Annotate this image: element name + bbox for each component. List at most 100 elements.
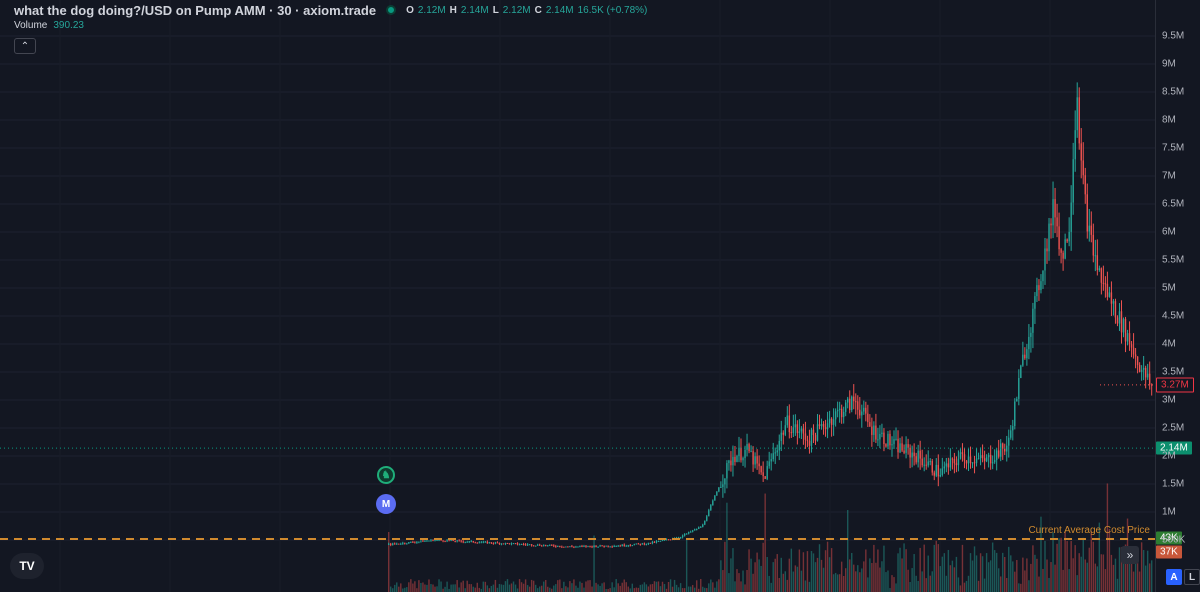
candle-body <box>587 545 589 547</box>
candle-body <box>583 545 585 547</box>
volume-label[interactable]: Volume <box>14 20 48 31</box>
volume-bar <box>603 582 605 592</box>
chart-area[interactable] <box>0 0 1155 592</box>
candle-body <box>909 447 911 458</box>
candle-body <box>816 424 819 441</box>
candle-body <box>392 543 394 545</box>
volume-bar <box>400 583 402 592</box>
migration-marker[interactable]: M <box>376 494 396 514</box>
price-axis[interactable]: 3.27M 2.14M 43K 37K 9.5M 9M 8.5M 8M 7.5M 7M 6.… <box>1155 0 1200 592</box>
volume-bar <box>627 586 629 592</box>
volume-bar <box>506 579 509 592</box>
candle-body <box>877 439 879 441</box>
candle-body <box>826 423 829 430</box>
volume-bar <box>597 584 599 592</box>
volume-bar <box>937 544 940 592</box>
candle-body <box>883 432 885 445</box>
volume-bar <box>1028 580 1030 592</box>
volume-bar <box>1118 547 1121 592</box>
volume-bar <box>673 579 676 592</box>
candle-body <box>728 460 730 464</box>
candle-body <box>977 458 980 460</box>
candle-body <box>893 439 895 445</box>
candle-body <box>1018 377 1020 399</box>
candle-body <box>913 452 915 457</box>
candlestick-chart[interactable] <box>0 0 1155 592</box>
auto-scale-button[interactable]: A <box>1166 569 1182 585</box>
symbol-title[interactable]: what the dog doing?/USD on Pump AMM · 30… <box>14 2 377 18</box>
candle-body <box>1082 160 1084 176</box>
candle-body <box>694 529 696 531</box>
volume-bar <box>659 586 662 592</box>
candle-body <box>834 411 837 420</box>
candle-body <box>442 540 444 542</box>
candle-body <box>528 544 531 546</box>
volume-bar <box>955 556 958 592</box>
candle-body <box>563 546 565 548</box>
volume-bar <box>981 556 984 592</box>
volume-bar <box>653 581 656 592</box>
candle-body <box>748 444 750 452</box>
volume-bar <box>933 544 935 592</box>
volume-bar <box>484 581 487 592</box>
log-scale-button[interactable]: L <box>1184 569 1200 585</box>
volume-bar <box>901 558 903 592</box>
volume-bar <box>1044 540 1046 592</box>
trade-badge-icon[interactable]: ♞ <box>377 466 395 484</box>
volume-bar <box>631 583 634 592</box>
green-position-tag: 43K <box>1156 531 1182 545</box>
candle-body <box>1118 311 1121 324</box>
volume-bar <box>1140 542 1143 592</box>
candle-body <box>714 495 716 501</box>
volume-bar <box>655 581 658 592</box>
volume-bar <box>639 584 642 592</box>
candle-body <box>394 543 396 545</box>
volume-bar <box>792 571 795 592</box>
candle-body <box>472 541 474 543</box>
tradingview-logo[interactable]: TV <box>10 553 44 579</box>
candle-body <box>603 546 605 548</box>
volume-bar <box>931 571 933 592</box>
candle-body <box>665 539 668 541</box>
volume-bar <box>587 580 589 592</box>
volume-bar <box>422 582 424 592</box>
volume-legend: Volume 390.23 <box>14 20 84 31</box>
volume-bar <box>1052 532 1054 592</box>
volume-bar <box>647 586 650 592</box>
candle-body <box>963 454 966 461</box>
candle-body <box>959 452 962 459</box>
candle-body <box>520 543 523 545</box>
candle-body <box>545 545 547 547</box>
volume-bar <box>683 588 686 592</box>
scroll-to-realtime-button[interactable]: » <box>1121 546 1139 564</box>
volume-bar <box>738 573 740 592</box>
candle-body <box>971 462 974 464</box>
collapse-legend-button[interactable]: ⌃ <box>14 38 36 54</box>
candle-body <box>788 415 791 433</box>
candle-body <box>794 424 797 428</box>
candle-body <box>577 546 579 548</box>
volume-bar <box>742 570 744 592</box>
volume-bar <box>859 572 861 592</box>
candle-body <box>601 545 603 547</box>
volume-bar <box>1122 554 1125 592</box>
volume-bar <box>820 559 823 592</box>
candle-body <box>522 543 525 545</box>
volume-bar <box>993 550 996 592</box>
volume-bar <box>1144 565 1147 592</box>
volume-bar <box>824 550 827 592</box>
candle-body <box>724 478 726 485</box>
candle-body <box>460 540 462 542</box>
volume-bar <box>851 552 853 592</box>
volume-bar <box>390 586 392 592</box>
volume-bar <box>822 567 825 592</box>
candle-body <box>764 476 766 479</box>
candle-body <box>782 432 784 435</box>
candle-body <box>1016 398 1018 402</box>
candle-body <box>812 429 815 436</box>
volume-bar <box>1116 578 1119 592</box>
candle-body <box>768 461 770 467</box>
candle-body <box>597 546 599 548</box>
candle-body <box>955 463 958 466</box>
volume-bar <box>1006 578 1008 592</box>
